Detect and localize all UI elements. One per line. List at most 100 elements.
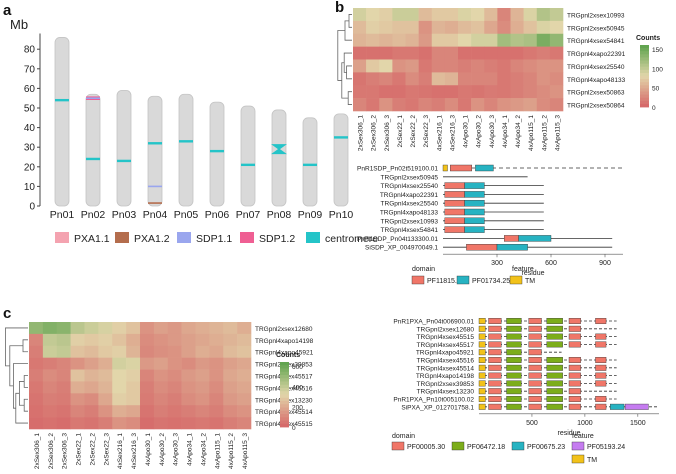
protein-label: TRGpnl4xapo48133 <box>380 210 439 217</box>
heatmap-cell <box>84 405 99 418</box>
heatmap-cell <box>458 59 472 73</box>
heatmap-cell <box>56 357 71 370</box>
heatmap-cell <box>458 46 472 60</box>
heatmap-cell <box>536 46 551 60</box>
panel-b-dendrogram <box>337 14 352 105</box>
gene-mark <box>86 98 100 100</box>
heatmap-cell <box>405 20 419 35</box>
dendrogram-branch <box>347 91 352 105</box>
heatmap-cell <box>353 98 367 112</box>
heatmap-cell <box>84 417 99 430</box>
heatmap-cell <box>167 393 182 406</box>
color-legend-band <box>640 103 649 108</box>
heatmap-cell <box>126 405 141 418</box>
domain-box <box>444 199 465 207</box>
heatmap-cell <box>549 8 564 22</box>
heatmap-cell <box>70 369 85 382</box>
color-legend-band <box>640 60 649 64</box>
heatmap-cell <box>523 85 538 99</box>
heatmap-cell <box>471 46 485 60</box>
heatmap-cell <box>209 345 224 358</box>
heatmap-cell <box>29 369 44 382</box>
domain-box <box>506 318 522 324</box>
heatmap-cell <box>366 59 380 73</box>
heatmap-cell <box>366 8 380 22</box>
residue-axis-tick-label: 1000 <box>577 420 593 427</box>
domain-box <box>568 372 581 379</box>
y-tick-label: 40 <box>24 123 36 134</box>
heatmap-cell <box>112 405 127 418</box>
color-legend-band <box>280 397 289 402</box>
chromosome-label: Pn06 <box>205 209 230 221</box>
heatmap-cell <box>549 72 564 86</box>
heatmap-cell <box>471 98 485 112</box>
domain-box <box>528 403 542 410</box>
dendrogram-branch <box>341 62 349 99</box>
heatmap-cell <box>223 369 238 382</box>
dendrogram-branch <box>23 375 28 388</box>
heatmap-cell <box>431 72 446 86</box>
heatmap-cell <box>510 98 524 112</box>
heatmap-cell <box>153 322 169 335</box>
heatmap-cell <box>126 381 141 394</box>
legend-swatch <box>451 441 465 451</box>
color-legend-band <box>280 388 289 392</box>
heatmap-cell <box>181 405 196 418</box>
color-legend-band <box>280 381 289 386</box>
heatmap-cell <box>418 33 433 47</box>
legend-swatch <box>306 232 320 243</box>
heatmap-cell <box>140 345 155 358</box>
domain-box <box>504 235 519 242</box>
heatmap-cell <box>392 33 406 47</box>
heatmap-col-label: 2xSex22_1 <box>397 115 404 148</box>
color-legend-band <box>640 51 649 55</box>
domain-box <box>528 318 542 324</box>
domain-box <box>546 341 563 348</box>
chromosome-Pn05 <box>178 93 194 207</box>
heatmap-col-label: 4xApo30_1 <box>463 115 470 148</box>
panel-a-legend: PXA1.1 PXA1.2 SDP1.1 SDP1.2 centromere <box>55 232 378 245</box>
color-legend-band <box>640 100 649 105</box>
domain-box <box>568 333 581 340</box>
heatmap-cell <box>536 72 551 86</box>
panel-c-dendrogram <box>5 327 28 424</box>
heatmap-cell <box>70 381 85 394</box>
heatmap-row-label: TRGpnl4xapo48133 <box>567 77 626 84</box>
heatmap-cell <box>167 405 182 418</box>
domain-box <box>546 396 563 402</box>
domain-box <box>528 364 542 371</box>
residue-axis-title: residue <box>522 270 545 277</box>
domain-box <box>444 182 465 189</box>
heatmap-cell <box>181 369 196 382</box>
heatmap-cell <box>29 381 44 394</box>
heatmap-cell <box>167 345 182 358</box>
chromosome-label: Pn05 <box>174 209 199 221</box>
legend-label: PXA1.1 <box>74 233 110 245</box>
heatmap-cell <box>209 369 224 382</box>
domain-box <box>546 318 563 324</box>
heatmap-cell <box>484 46 498 60</box>
domain-box <box>478 318 486 324</box>
heatmap-col-label: 4xApo30_1 <box>145 433 152 466</box>
legend-title-feature: feature <box>512 266 534 273</box>
color-legend-band <box>280 394 289 399</box>
heatmap-cell <box>484 20 498 35</box>
panel-c-heatmap: TRGpnl2xsex12680 TRGpnl4xapo14198 TRGpnl4x… <box>29 322 314 469</box>
heatmap-cell <box>153 357 169 370</box>
chromosome-Pn09 <box>302 117 318 207</box>
heatmap-cell <box>418 8 433 22</box>
heatmap-cell <box>523 72 538 86</box>
protein-label: TRGpnl4xsex25540 <box>381 201 439 208</box>
color-legend-tick: 0 <box>292 425 296 432</box>
protein-label: TRGpnl4xsex13230 <box>417 389 475 396</box>
heatmap-cell <box>484 85 498 99</box>
domain-box <box>475 164 494 172</box>
heatmap-cell <box>510 20 524 35</box>
domain-box <box>464 208 485 216</box>
legend-label: SDP1.2 <box>259 233 295 245</box>
residue-axis-tick-label: 300 <box>491 260 503 267</box>
heatmap-cell <box>353 8 367 22</box>
domain-box <box>506 341 522 348</box>
heatmap-col-label: 4xApo34_1 <box>187 433 194 466</box>
